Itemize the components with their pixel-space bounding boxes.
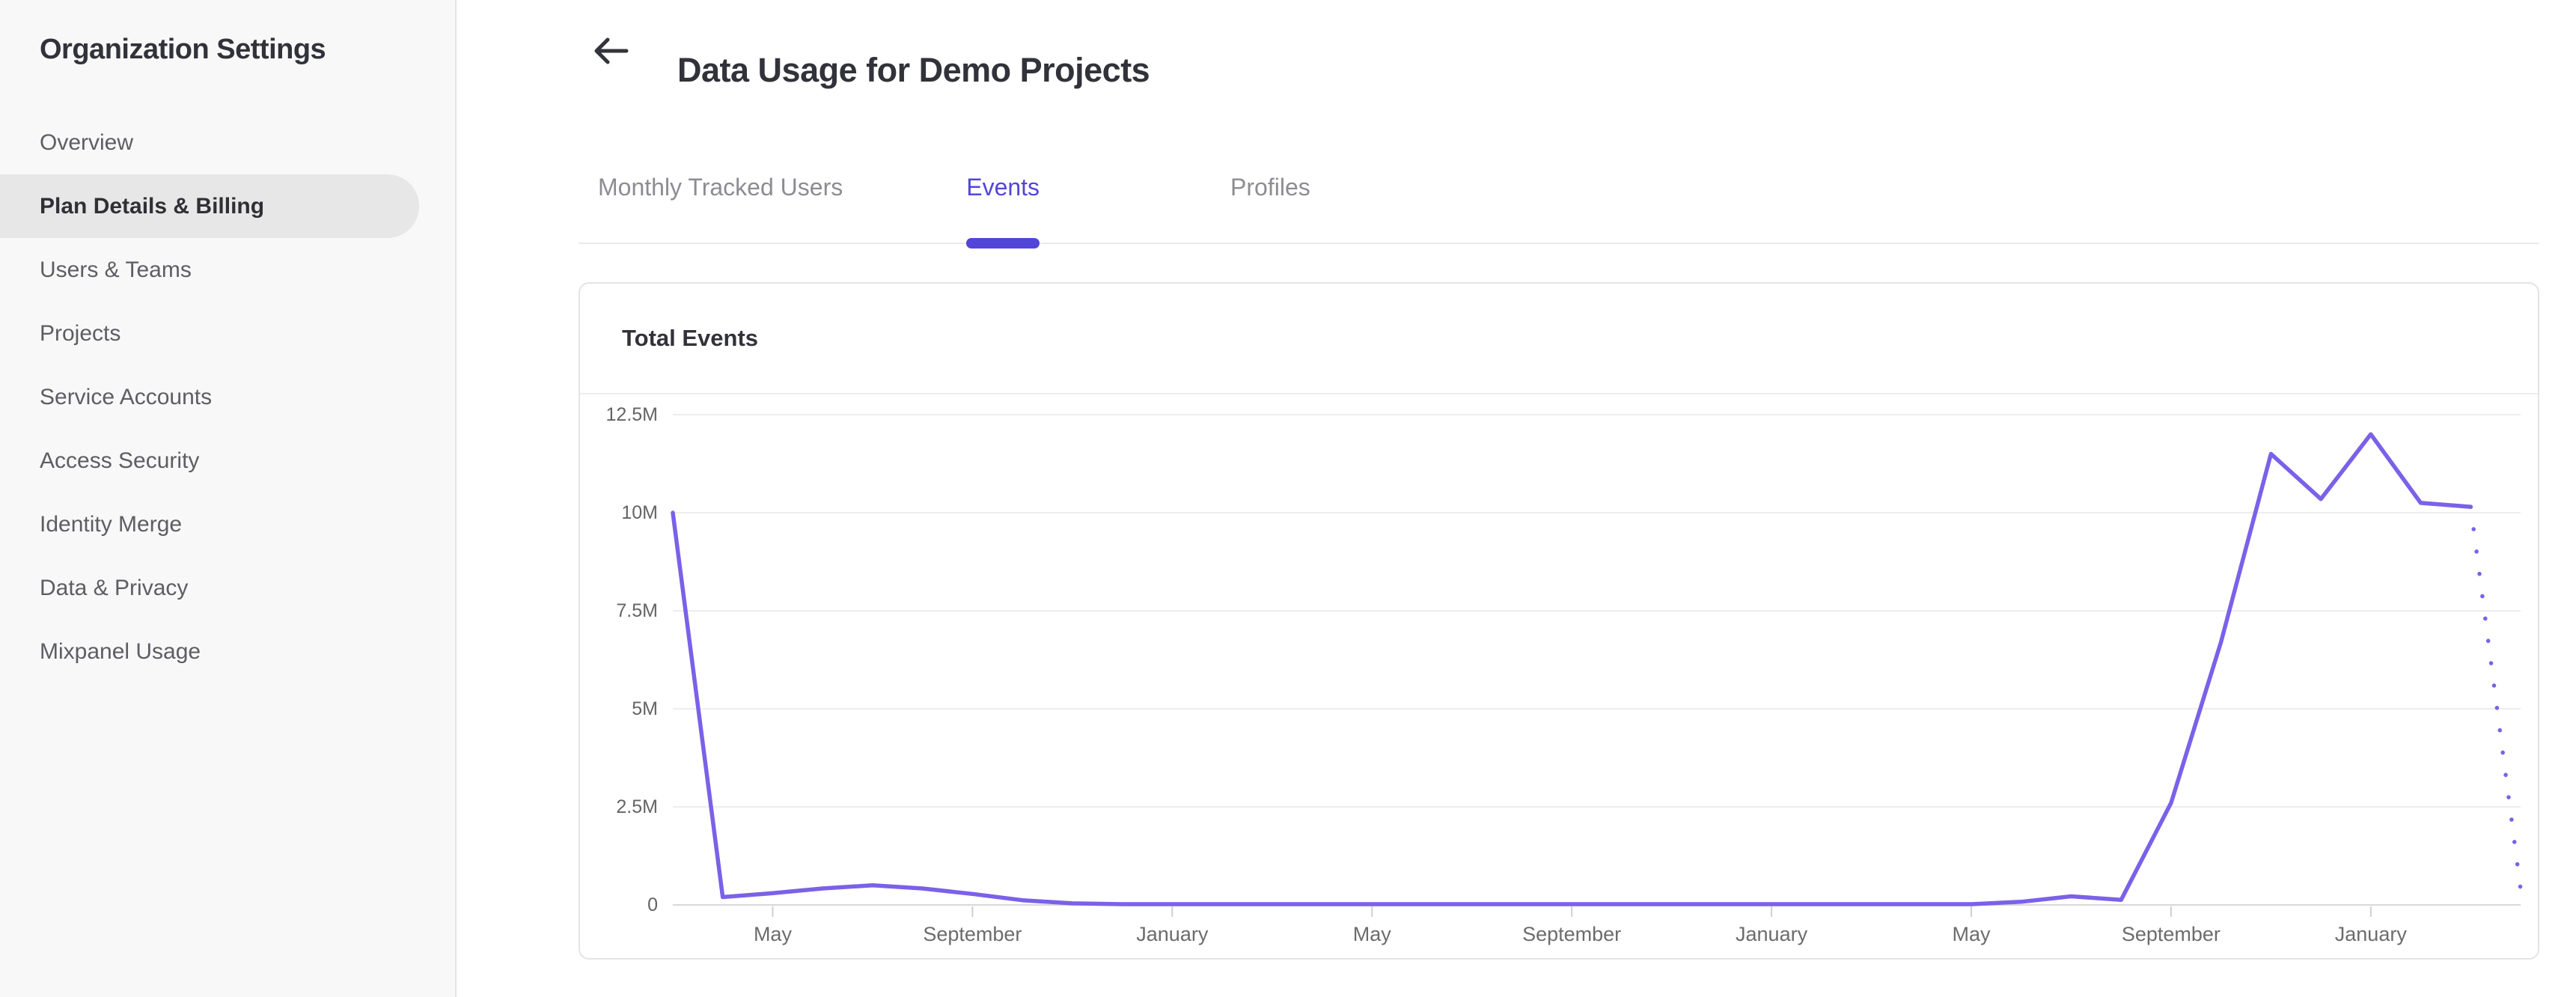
x-axis-label: September [2122, 923, 2221, 945]
tab-label: Profiles [1230, 173, 1310, 201]
x-axis-label: January [1736, 923, 1808, 945]
x-axis-label: May [1952, 923, 1991, 945]
sidebar-item-access-security[interactable]: Access Security [40, 448, 200, 473]
y-axis-label: 0 [647, 894, 658, 915]
active-tab-indicator [966, 238, 1040, 249]
sidebar-item-plan-details-billing[interactable]: Plan Details & Billing [0, 174, 419, 238]
sidebar-item-overview[interactable]: Overview [40, 129, 134, 155]
total-events-card: Total Events 12.5M 10M 7.5M 5M 2.5M 0 May Septe… [579, 282, 2539, 960]
tab-monthly-tracked-users[interactable]: Monthly Tracked Users [598, 132, 843, 243]
sidebar-item-identity-merge[interactable]: Identity Merge [40, 511, 183, 537]
tab-events[interactable]: Events [966, 132, 1040, 249]
sidebar-title: Organization Settings [40, 34, 326, 65]
organization-settings-sidebar: Organization Settings Overview Plan Detai… [0, 0, 457, 997]
x-axis-label: January [1136, 923, 1209, 945]
tab-label: Events [966, 173, 1040, 201]
chart-area: 12.5M 10M 7.5M 5M 2.5M 0 May September January Ma… [580, 394, 2538, 960]
sidebar-item-users-teams[interactable]: Users & Teams [40, 257, 192, 282]
sidebar-item-projects[interactable]: Projects [40, 320, 121, 346]
x-axis-label: September [1522, 923, 1621, 945]
data-usage-tabs: Monthly Tracked Users Events Profiles [579, 132, 2539, 249]
x-axis-label: May [754, 923, 793, 945]
back-button[interactable] [590, 33, 632, 70]
page-title: Data Usage for Demo Projects [677, 51, 1150, 90]
sidebar-item-data-privacy[interactable]: Data & Privacy [40, 575, 189, 600]
total-events-chart: 12.5M 10M 7.5M 5M 2.5M 0 May September January Ma… [606, 404, 2523, 945]
sidebar-item-service-accounts[interactable]: Service Accounts [40, 384, 213, 409]
y-axis-label: 10M [621, 502, 658, 523]
y-axis-label: 2.5M [616, 796, 658, 817]
x-axis-label: January [2335, 923, 2408, 945]
y-axis-label: 5M [632, 698, 658, 719]
sidebar-item-mixpanel-usage[interactable]: Mixpanel Usage [40, 638, 201, 664]
tab-profiles[interactable]: Profiles [1230, 132, 1310, 243]
tab-label: Monthly Tracked Users [598, 173, 843, 201]
sidebar-nav: Overview Plan Details & Billing Users & Te… [0, 111, 455, 683]
card-title: Total Events [622, 325, 759, 351]
card-header: Total Events [580, 284, 2538, 394]
total-events-line [671, 432, 2473, 906]
total-events-line-projected [2468, 504, 2523, 891]
arrow-left-icon [591, 34, 630, 70]
y-axis-label: 7.5M [616, 600, 658, 621]
x-axis-label: September [923, 923, 1022, 945]
x-axis-label: May [1353, 923, 1392, 945]
y-axis-label: 12.5M [606, 404, 658, 425]
